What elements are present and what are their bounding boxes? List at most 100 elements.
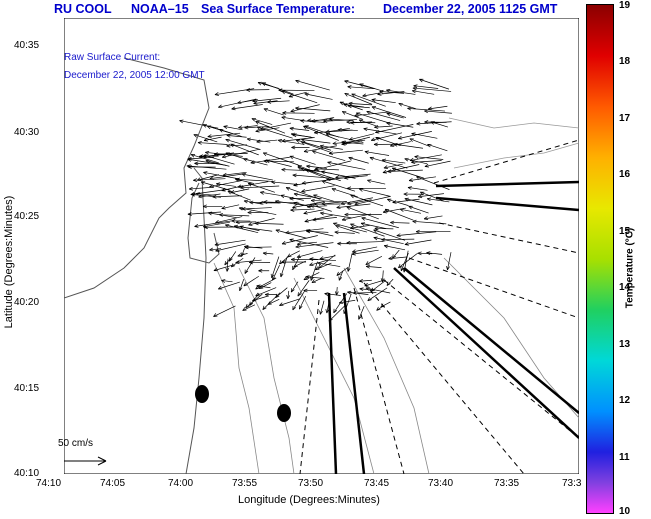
- current-vector-head: [361, 217, 365, 221]
- current-vector-head: [370, 137, 375, 141]
- current-vector-head: [213, 315, 218, 317]
- current-vector-head: [238, 206, 244, 209]
- current-vector-head: [300, 120, 305, 123]
- current-vector: [386, 278, 394, 286]
- current-vector-head: [300, 167, 305, 170]
- current-vector-head: [416, 176, 420, 180]
- current-vector-head: [335, 225, 339, 229]
- current-vector-head: [404, 244, 409, 246]
- radar-range-lines: [299, 139, 579, 474]
- current-vector: [350, 225, 370, 229]
- current-vector-head: [245, 305, 250, 309]
- current-vector: [359, 188, 390, 197]
- current-vector-head: [236, 178, 240, 182]
- current-vector: [381, 238, 415, 241]
- current-vector: [343, 293, 352, 314]
- current-vector-head: [229, 258, 233, 262]
- current-vector-head: [243, 158, 247, 162]
- current-vector: [398, 252, 418, 269]
- current-vector-head: [225, 152, 229, 156]
- contour-3: [293, 277, 375, 474]
- current-vector-head: [221, 208, 226, 210]
- current-vector: [297, 280, 310, 297]
- current-vector: [416, 121, 452, 125]
- current-vector: [238, 207, 277, 215]
- current-vector: [315, 262, 332, 271]
- xtick-2: 74:00: [168, 478, 194, 489]
- bay-shore: [187, 182, 220, 264]
- current-vector: [279, 298, 301, 306]
- current-vector: [314, 129, 353, 134]
- current-vector-head: [365, 263, 370, 266]
- current-vector-head: [301, 180, 306, 184]
- current-vector-head: [347, 186, 352, 189]
- current-vector-head: [233, 225, 238, 229]
- current-vector: [281, 116, 305, 122]
- current-vector: [398, 103, 416, 110]
- current-vector-head: [411, 160, 416, 163]
- current-vector: [388, 256, 408, 260]
- current-vector: [221, 280, 233, 283]
- current-vector-head: [209, 184, 213, 188]
- current-vector-head: [193, 134, 197, 138]
- current-vector-head: [343, 104, 348, 107]
- current-vector-head: [310, 200, 315, 203]
- current-vector: [241, 207, 272, 210]
- cbar-tick-12: 12: [619, 395, 631, 406]
- current-vector: [236, 178, 274, 182]
- current-vector: [260, 191, 281, 196]
- current-vector-head: [329, 117, 334, 120]
- current-vector-head: [417, 252, 422, 256]
- current-vector: [390, 141, 411, 147]
- current-vector-head: [237, 102, 242, 105]
- current-vector-head: [362, 95, 367, 98]
- current-vector-head: [259, 200, 264, 204]
- current-vector-head: [289, 126, 294, 129]
- current-vector: [344, 80, 375, 89]
- current-vector-head: [364, 150, 369, 152]
- current-vector-head: [304, 218, 309, 222]
- current-vector: [190, 189, 226, 195]
- current-vector-head: [212, 194, 217, 198]
- current-vector-head: [213, 152, 218, 155]
- current-vector-head: [281, 241, 286, 245]
- current-vector: [335, 225, 360, 234]
- current-vector-head: [325, 309, 328, 314]
- current-vector-head: [290, 209, 295, 212]
- current-vector: [263, 201, 300, 204]
- current-vector-head: [306, 165, 310, 169]
- current-vector-head: [293, 192, 299, 195]
- current-vector-head: [278, 139, 283, 141]
- current-vector: [213, 305, 236, 317]
- current-vector-head: [246, 138, 251, 142]
- current-vector-head: [388, 258, 393, 261]
- current-vector: [366, 111, 401, 121]
- current-vector: [239, 278, 245, 291]
- current-vector: [387, 169, 423, 172]
- current-vector: [287, 250, 300, 258]
- current-vector-head: [246, 88, 251, 91]
- current-vector-head: [209, 178, 214, 180]
- current-vector: [225, 224, 259, 234]
- current-vector: [352, 246, 378, 253]
- current-vector: [359, 288, 374, 291]
- current-vector: [207, 125, 228, 133]
- current-vector: [203, 136, 222, 141]
- current-vector: [320, 212, 352, 219]
- current-vector: [208, 212, 237, 219]
- current-vector-head: [301, 139, 306, 142]
- current-vector-head: [231, 108, 236, 111]
- current-vector: [295, 139, 332, 151]
- current-vector: [297, 165, 318, 174]
- current-vector: [386, 112, 404, 119]
- current-vector-head: [295, 80, 299, 84]
- current-vector-head: [407, 186, 412, 188]
- current-vector-head: [380, 305, 385, 308]
- current-vector: [280, 256, 288, 278]
- current-vector-head: [214, 244, 219, 247]
- current-vector-head: [245, 303, 248, 308]
- ytick-4: 40:15: [14, 383, 40, 394]
- y-axis-label: Latitude (Degrees:Minutes): [3, 195, 15, 329]
- current-vector-head: [226, 135, 231, 138]
- current-vector: [403, 250, 409, 273]
